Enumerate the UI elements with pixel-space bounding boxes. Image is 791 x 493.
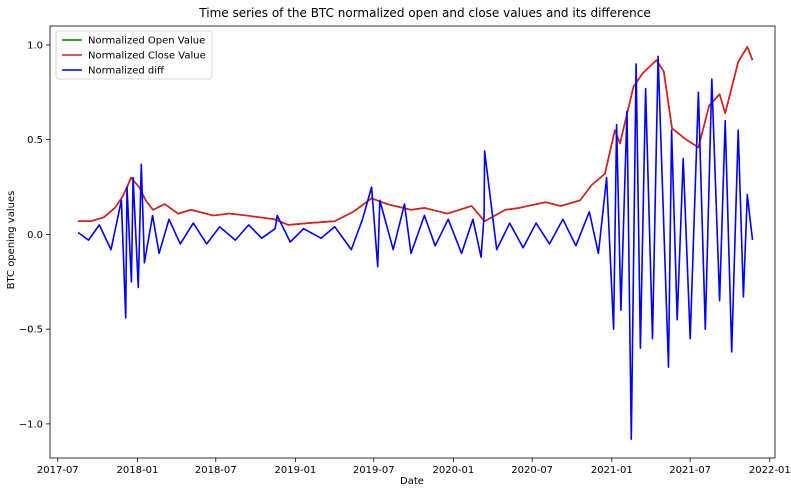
x-tick-label: 2017-07	[37, 465, 79, 476]
x-tick-label: 2018-07	[195, 465, 237, 476]
y-axis-label: BTC opening values	[6, 191, 17, 290]
x-axis-label: Date	[400, 476, 424, 487]
plot-frame	[49, 25, 776, 459]
x-tick-label: 2020-01	[433, 465, 475, 476]
chart-title: Time series of the BTC normalized open a…	[198, 6, 650, 20]
x-tick-label: 2022-01	[749, 465, 791, 476]
x-tick-label: 2019-01	[275, 465, 317, 476]
legend-box	[55, 30, 213, 80]
series-line-3	[77, 55, 754, 440]
y-tick-label: 0.5	[27, 135, 43, 146]
y-tick-label: 1.0	[27, 40, 43, 51]
y-tick-label: −1.0	[19, 419, 43, 430]
legend-label-1: Normalized Open Value	[88, 36, 205, 47]
x-tick-label: 2021-01	[591, 465, 633, 476]
legend: Normalized Open Value Normalized Close Va…	[55, 30, 213, 80]
x-tick-label: 2021-07	[669, 465, 711, 476]
legend-label-3: Normalized diff	[88, 66, 165, 77]
plot-area	[49, 25, 776, 459]
y-tick-label: 0.0	[27, 230, 43, 241]
series-line-2	[78, 45, 754, 226]
y-tick-label: −0.5	[19, 325, 43, 336]
x-tick-label: 2019-07	[353, 465, 395, 476]
x-tick-label: 2020-07	[511, 465, 553, 476]
legend-label-2: Normalized Close Value	[88, 51, 206, 62]
x-tick-label: 2018-01	[117, 465, 159, 476]
y-axis-ticks: 1.0 0.5 0.0 −0.5 −1.0	[19, 40, 50, 430]
x-axis-ticks: 2017-07 2018-01 2018-07 2019-01 2019-07 2020-…	[37, 458, 791, 476]
